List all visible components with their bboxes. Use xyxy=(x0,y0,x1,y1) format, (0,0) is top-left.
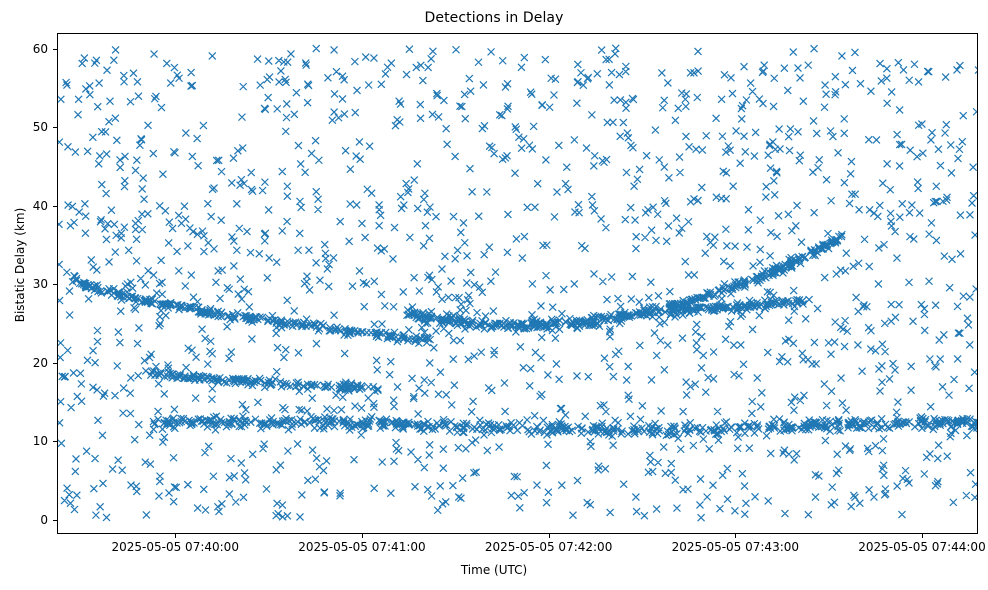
x-axis-tick-mark xyxy=(735,534,737,538)
y-axis-tick-mark xyxy=(53,127,57,129)
x-axis-tick-mark xyxy=(921,534,924,538)
x-axis-tick-label: 2025-05-05 07:42:00 xyxy=(484,540,613,554)
x-axis-tick-label: 2025-05-05 07:41:00 xyxy=(298,540,426,554)
y-axis-tick-mark xyxy=(53,205,57,207)
y-axis-tick-label: 40 xyxy=(32,198,48,213)
x-axis-tick-mark xyxy=(175,534,177,538)
y-axis-tick-mark xyxy=(53,48,57,50)
y-axis-tick-mark xyxy=(53,441,57,443)
y-axis-tick-mark xyxy=(53,519,57,521)
y-axis-tick-label: 60 xyxy=(32,41,48,56)
y-axis-tick-label: 20 xyxy=(32,355,48,370)
page-title: Detections in Delay xyxy=(424,10,564,26)
x-axis-tick-mark xyxy=(548,534,550,538)
y-axis-label: Bistatic Delay (km) xyxy=(13,207,27,323)
y-axis-tick-mark xyxy=(53,362,57,364)
scatter-markers-path xyxy=(58,44,977,522)
marker-group xyxy=(58,44,977,522)
x-axis-tick-label: 2025-05-05 07:44:00 xyxy=(858,540,986,554)
y-axis-tick-label: 30 xyxy=(32,277,48,292)
x-axis-label: Time (UTC) xyxy=(460,563,528,577)
y-axis-tick-mark xyxy=(53,284,57,286)
y-axis-tick-label: 0 xyxy=(40,512,48,527)
x-axis-tick-label: 2025-05-05 07:40:00 xyxy=(111,540,239,554)
plot-axes-area[interactable] xyxy=(57,33,978,534)
x-axis-tick-label: 2025-05-05 07:43:00 xyxy=(671,540,800,554)
y-axis-tick-label: 10 xyxy=(32,434,48,449)
scatter-plot-markers xyxy=(58,44,977,522)
x-axis-tick-mark xyxy=(361,534,364,538)
y-axis-tick-label: 50 xyxy=(32,120,48,135)
